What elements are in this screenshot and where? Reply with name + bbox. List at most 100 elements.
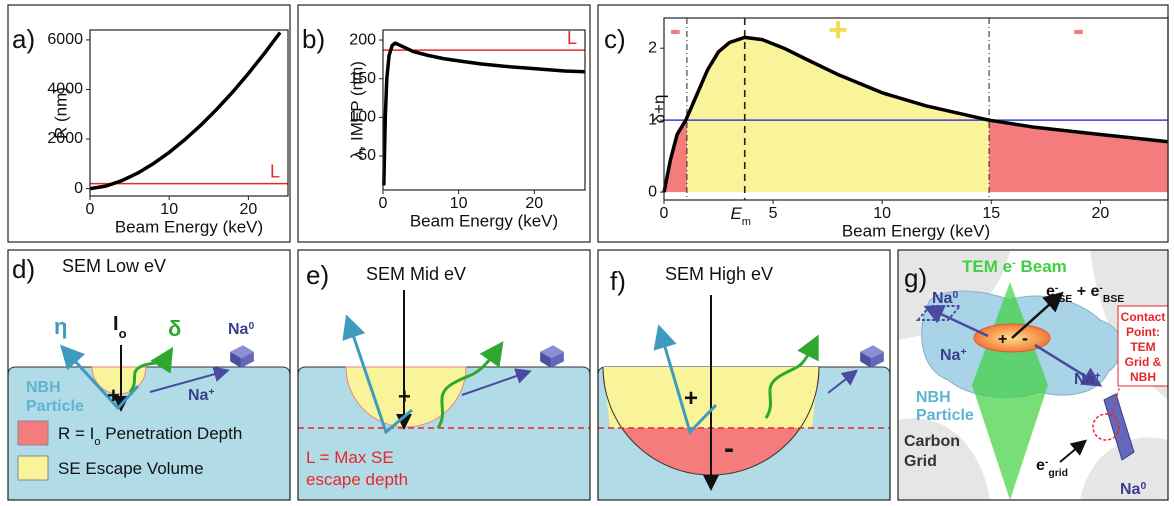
text-piece: e	[1046, 283, 1055, 300]
text-piece: Na	[228, 321, 249, 338]
panel-label: a)	[12, 24, 35, 54]
text-piece: 0	[248, 321, 254, 332]
carbon-grid	[1080, 437, 1168, 500]
text-piece: E	[730, 204, 742, 223]
se-arrow	[436, 341, 504, 429]
label: +	[998, 331, 1007, 348]
label: Grid	[904, 453, 937, 470]
text-piece: Na	[188, 387, 209, 404]
region-area	[686, 37, 990, 193]
emission-arrow	[1011, 291, 1064, 339]
label: Na0	[932, 290, 958, 308]
text-piece: Na	[1074, 371, 1095, 388]
y-tick-label: 6000	[47, 31, 83, 48]
data-line	[89, 31, 282, 191]
legend-swatch	[17, 455, 49, 481]
legend-swatch	[17, 420, 49, 446]
label: NBH	[1130, 370, 1156, 384]
data-line	[662, 35, 1169, 193]
sodium-cube	[230, 345, 254, 368]
x-tick-label: 20	[1091, 205, 1109, 222]
x-tick-label: 10	[160, 201, 178, 218]
label: Contact	[1121, 310, 1166, 324]
text-piece: 0	[1140, 481, 1146, 492]
text-piece: 0	[952, 290, 958, 301]
ion-arrow	[149, 366, 230, 393]
y-tick-label: 150	[349, 70, 376, 87]
label: escape depth	[306, 470, 408, 489]
label: NBH	[26, 379, 61, 396]
carbon-grid	[898, 418, 990, 500]
y-tick-label: 0	[648, 183, 657, 200]
x-tick-label: 0	[660, 205, 669, 222]
label: Na+	[188, 387, 215, 405]
label: -	[724, 432, 734, 465]
text-piece: grid	[1048, 468, 1068, 479]
panel-frame	[7, 249, 291, 501]
label: η	[54, 314, 67, 339]
panel-label: c)	[604, 24, 626, 54]
y-axis-label: R (nm)	[51, 87, 70, 139]
label: Io	[113, 313, 127, 341]
label: Particle	[26, 398, 84, 415]
x-tick-label: 5	[769, 205, 778, 222]
y-tick-label: 200	[349, 31, 376, 48]
label: Na0	[228, 321, 254, 339]
panel-title: SEM Mid eV	[366, 264, 466, 284]
text-piece: SE	[1058, 294, 1072, 305]
bse-arrow	[59, 344, 140, 411]
x-axis-label: Beam Energy (keV)	[842, 221, 990, 240]
panel-title: SEM High eV	[665, 264, 773, 284]
text-piece: Beam	[1016, 257, 1067, 276]
text-piece: Penetration Depth	[101, 424, 243, 443]
bse-arrow	[653, 324, 718, 435]
x-axis-label: Beam Energy (keV)	[410, 211, 558, 230]
ion-arrow	[1034, 343, 1103, 387]
label: Grid &	[1125, 355, 1162, 369]
y-tick-label: 2000	[47, 130, 83, 147]
label: Na+	[1074, 371, 1101, 389]
legend-label: R = Io Penetration Depth	[58, 424, 242, 448]
se-arrow	[128, 346, 174, 393]
panel-d	[7, 249, 291, 501]
label: +	[684, 385, 698, 412]
text-piece: -	[1099, 283, 1103, 294]
callout-box	[1117, 305, 1169, 387]
data-line	[382, 41, 586, 186]
panel-f	[597, 249, 891, 501]
label: δ	[168, 316, 181, 341]
ion-arrow	[827, 369, 859, 394]
label: e-grid	[1036, 457, 1068, 479]
label: TEM e- Beam	[962, 257, 1067, 276]
label: Point:	[1126, 325, 1160, 339]
region-sign: -	[1073, 11, 1084, 49]
x-tick-label: 20	[240, 201, 258, 218]
panel-label: f)	[610, 266, 626, 296]
panel-label: e)	[306, 260, 329, 290]
ion-arrow	[461, 368, 532, 396]
panel-g	[897, 249, 1169, 501]
text-piece: e	[1036, 457, 1045, 474]
panel-label: d)	[12, 254, 35, 284]
region-area	[664, 117, 687, 193]
x-tick-label: 15	[982, 205, 1000, 222]
text-piece: o	[119, 326, 127, 341]
text-piece: -	[1012, 257, 1016, 269]
label: e-SE + e-BSE	[1046, 283, 1124, 305]
text-piece: Na	[932, 290, 953, 307]
label: +	[107, 383, 120, 408]
marker-label: Em	[730, 204, 751, 228]
text-piece: TEM e	[962, 257, 1012, 276]
contact-point	[1092, 413, 1120, 441]
y-axis-label: λ, IMFP (nm)	[347, 61, 366, 159]
text-piece: +	[960, 347, 966, 358]
bse-arrow	[342, 314, 413, 435]
x-tick-label: 0	[86, 201, 95, 218]
text-piece: R = I	[58, 424, 94, 443]
label: +	[398, 384, 411, 409]
plot-frame	[663, 17, 1169, 201]
y-tick-label: 4000	[47, 81, 83, 98]
grid-electron-arrow	[1059, 439, 1088, 463]
label: Particle	[916, 407, 974, 424]
panel-e	[297, 249, 591, 501]
